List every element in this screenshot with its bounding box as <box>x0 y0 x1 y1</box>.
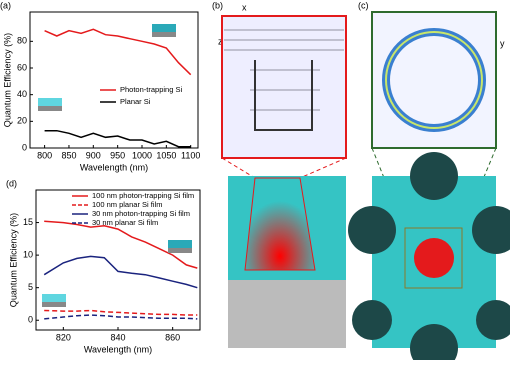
zoom-line <box>299 157 347 179</box>
sample-icon <box>152 32 176 37</box>
x-tick-label: 800 <box>37 150 52 160</box>
zoom-line <box>221 157 256 179</box>
y-tick-label: 15 <box>23 217 33 227</box>
legend-label: 100 nm planar Si film <box>92 200 162 209</box>
x-tick-label: 820 <box>56 332 71 342</box>
sample-icon <box>42 302 66 307</box>
x-axis-label: Wavelength (nm) <box>84 344 152 354</box>
x-tick-label: 860 <box>165 332 180 342</box>
legend-label: 30 nm photon-trapping Si film <box>92 209 190 218</box>
x-tick-label: 900 <box>86 150 101 160</box>
y-tick-label: 20 <box>17 116 27 126</box>
x-tick-label: 840 <box>110 332 125 342</box>
axis-letter: z <box>218 36 223 46</box>
y-tick-label: 0 <box>22 142 27 152</box>
axis-letter: y <box>500 38 505 48</box>
y-tick-label: 10 <box>23 249 33 259</box>
legend-label: Planar Si <box>120 97 151 106</box>
legend-label: 30 nm planar Si film <box>92 218 158 227</box>
contour <box>254 60 313 131</box>
field-stripes <box>224 29 344 111</box>
y-axis-label: Quantum Efficiency (%) <box>8 213 18 307</box>
x-axis-label: Wavelength (nm) <box>80 162 148 172</box>
field-map <box>221 15 347 159</box>
series-line <box>44 314 198 320</box>
red-sphere <box>414 238 454 278</box>
hole-beam <box>244 177 316 271</box>
substrate <box>228 280 346 348</box>
x-tick-label: 1050 <box>156 150 176 160</box>
x-tick-label: 850 <box>61 150 76 160</box>
sample-icon <box>168 248 192 253</box>
legend-label: Photon-trapping Si <box>120 85 182 94</box>
panel-label: (b) <box>212 0 223 10</box>
panel-label: (c) <box>358 0 369 10</box>
panel-label: (d) <box>6 178 17 188</box>
series-line <box>44 129 191 148</box>
y-tick-label: 0 <box>28 315 33 325</box>
sample-icon <box>42 294 66 302</box>
y-axis-label: Quantum Efficiency (%) <box>2 33 12 127</box>
field-ring <box>385 31 483 129</box>
sample-icon <box>152 24 176 32</box>
zoom-box <box>404 227 463 289</box>
panel-label: (a) <box>0 0 11 10</box>
sample-icon <box>168 240 192 248</box>
y-tick-label: 40 <box>17 89 27 99</box>
series-line <box>44 309 198 316</box>
series-line <box>44 28 192 76</box>
axis-letter: x <box>242 2 247 12</box>
hole-cutouts <box>348 152 510 365</box>
sample-icon <box>38 98 62 106</box>
series-line <box>44 220 198 269</box>
x-tick-label: 1100 <box>181 150 200 160</box>
plot-frame <box>29 11 199 149</box>
legend-label: 100 nm photon-trapping Si film <box>92 191 194 200</box>
y-tick-label: 60 <box>17 62 27 72</box>
x-tick-label: 1000 <box>132 150 152 160</box>
x-tick-label: 950 <box>110 150 125 160</box>
sample-icon <box>38 106 62 111</box>
y-tick-label: 5 <box>28 282 33 292</box>
y-tick-label: 80 <box>17 36 27 46</box>
series-line <box>43 255 198 289</box>
